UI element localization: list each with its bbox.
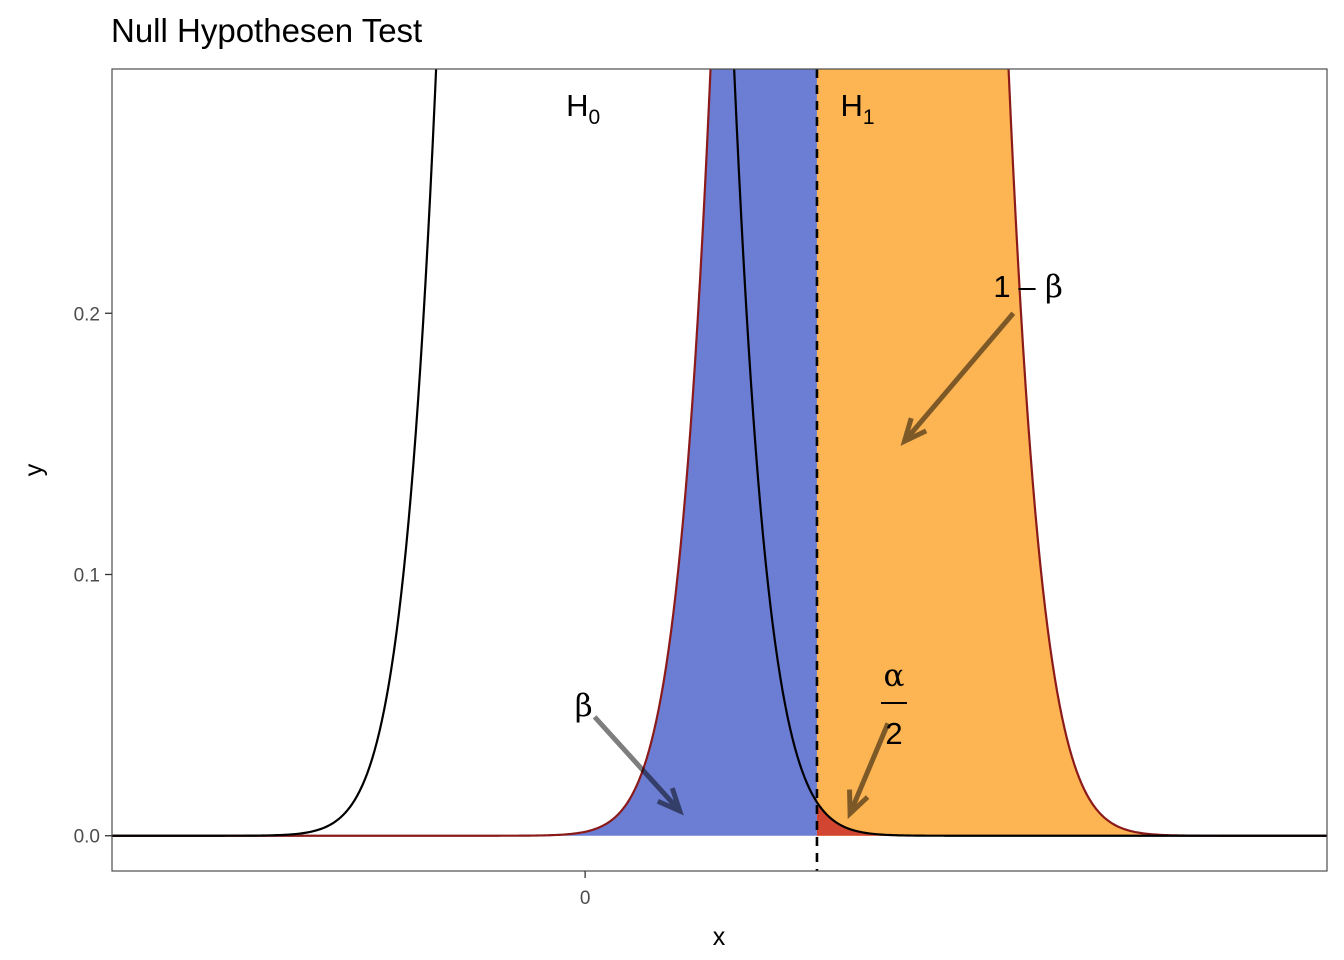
beta-label: β [575,688,593,724]
h0-curve [112,69,1327,837]
beta-arrow-shaft [592,715,682,813]
chart-title: Null Hypothesen Test [111,12,423,49]
alpha-arrow-head [847,789,870,820]
power-label-beta: β [1045,269,1063,305]
beta-arrow [592,715,684,816]
power-label-one: 1 [993,269,1010,304]
power-arrow-shaft [902,311,1016,443]
beta-arrow-head [656,787,684,816]
x-tick-label: 0 [580,888,591,909]
y-tick-label: 0.1 [74,565,100,586]
alpha-arrow [847,722,891,820]
power-label-minus: – [1018,269,1036,304]
y-axis-title: y [20,463,48,476]
x-axis-title: x [713,923,726,951]
h1-curve [112,69,1327,837]
y-tick-label: 0.0 [74,827,100,848]
h0-label: H0 [566,88,600,129]
y-tick-label: 0.2 [74,304,100,325]
alpha-denominator: 2 [885,716,902,751]
power-region [816,69,1327,836]
panel-border [111,68,1328,872]
alpha-numerator: α [884,658,905,694]
beta-region [112,69,817,836]
power-arrow [900,311,1016,446]
alpha-arrow-shaft [847,722,891,815]
power-arrow-head [900,417,928,446]
h1-label: H1 [841,88,875,129]
